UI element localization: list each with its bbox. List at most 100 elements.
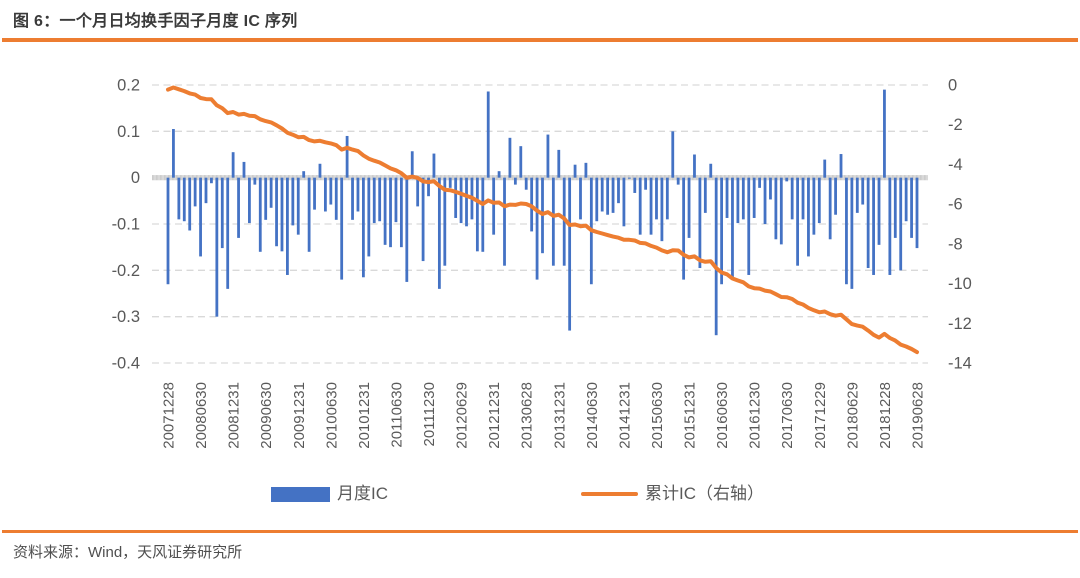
- x-axis-tick-label: 20130628: [519, 382, 536, 449]
- monthly-ic-bar: [220, 177, 224, 249]
- monthly-ic-bar: [481, 177, 485, 252]
- monthly-ic-bar: [286, 177, 289, 275]
- monthly-ic-bar: [709, 163, 713, 178]
- monthly-ic-bar: [774, 177, 778, 240]
- monthly-ic-bar: [367, 177, 371, 257]
- x-axis-tick-label: 20111230: [421, 382, 438, 447]
- x-axis-tick-label: 20101231: [356, 382, 373, 449]
- monthly-ic-bar: [427, 177, 430, 197]
- monthly-ic-bar: [763, 177, 767, 224]
- monthly-ic-bar: [513, 177, 517, 185]
- monthly-ic-bar: [551, 177, 555, 266]
- monthly-ic-bar: [356, 177, 360, 212]
- monthly-ic-bar: [861, 177, 865, 205]
- monthly-ic-bar: [828, 177, 832, 240]
- x-axis-tick-label: 20171229: [812, 382, 829, 449]
- x-axis-tick-label: 20131231: [551, 382, 568, 449]
- monthly-ic-bar: [698, 177, 702, 269]
- monthly-ic-bar: [378, 177, 382, 222]
- right-axis-tick-label: -2: [948, 116, 963, 134]
- left-axis-tick-label: 0.2: [117, 77, 140, 95]
- title-rule: [2, 38, 1078, 42]
- monthly-ic-bar: [204, 177, 208, 204]
- left-axis-tick-label: -0.4: [112, 355, 140, 373]
- monthly-ic-bar: [617, 177, 620, 204]
- monthly-ic-bar: [872, 177, 875, 275]
- monthly-ic-bar: [237, 177, 240, 238]
- monthly-ic-bar: [769, 177, 772, 200]
- x-axis-tick-label: 20151231: [682, 382, 699, 449]
- legend-item-cumulative-ic: 累计IC（右轴）: [581, 483, 764, 505]
- x-axis-tick-label: 20160630: [714, 382, 731, 449]
- bar-series-swatch: [271, 486, 330, 502]
- monthly-ic-bar: [280, 177, 284, 252]
- monthly-ic-bar: [834, 177, 837, 215]
- line-series-swatch: [581, 492, 638, 496]
- monthly-ic-bar: [850, 177, 854, 289]
- right-axis-tick-label: 0: [948, 77, 957, 95]
- monthly-ic-bar: [437, 177, 441, 289]
- monthly-ic-bar: [508, 137, 512, 178]
- monthly-ic-bar: [535, 177, 539, 280]
- monthly-ic-bar: [693, 154, 696, 178]
- monthly-ic-bar: [671, 131, 675, 178]
- monthly-ic-bar: [503, 177, 506, 266]
- x-axis-tick-label: 20100630: [323, 382, 340, 449]
- ic-dual-axis-chart: 0.2 0.1 0 -0.1 -0.2 -0.3 -0.4 0 -2 -4 -6 -8 -10 -12 -1…: [112, 77, 972, 449]
- monthly-ic-bar: [779, 177, 783, 245]
- monthly-ic-bar: [839, 154, 843, 178]
- monthly-ic-bar: [389, 177, 392, 248]
- monthly-ic-bar: [665, 177, 669, 220]
- monthly-ic-bar: [177, 177, 181, 220]
- monthly-ic-bar: [714, 177, 718, 336]
- monthly-ic-bar: [801, 177, 805, 220]
- x-axis-tick-label: 20150630: [649, 382, 666, 449]
- monthly-ic-bar: [416, 177, 420, 207]
- x-axis-tick-label: 20161230: [747, 382, 764, 449]
- monthly-ic-bar: [877, 177, 881, 245]
- monthly-ic-bar: [893, 177, 897, 238]
- monthly-ic-bar: [627, 177, 631, 179]
- monthly-ic-bar: [736, 177, 740, 224]
- footer-rule: [2, 530, 1078, 533]
- monthly-ic-bar: [231, 152, 235, 178]
- left-axis-tick-label: -0.1: [112, 216, 140, 234]
- x-axis-tick-label: 20120629: [454, 382, 471, 449]
- monthly-ic-bar: [307, 177, 311, 252]
- x-axis-tick-label: 20091231: [291, 382, 308, 449]
- monthly-ic-bar: [242, 161, 246, 178]
- left-axis-tick-label: 0: [131, 169, 140, 187]
- monthly-ic-bar: [888, 177, 892, 275]
- monthly-ic-bar: [687, 177, 691, 238]
- monthly-ic-bar: [275, 177, 278, 247]
- monthly-ic-bar: [329, 177, 333, 205]
- chart-legend: 月度IC 累计IC（右轴）: [0, 483, 1080, 509]
- monthly-ic-bar: [611, 177, 615, 213]
- monthly-ic-bar: [676, 177, 680, 185]
- monthly-ic-bar: [845, 177, 848, 285]
- monthly-ic-bar: [562, 177, 566, 266]
- monthly-ic-bar: [557, 149, 561, 178]
- monthly-ic-bar: [486, 91, 490, 178]
- x-axis-tick-label: 20080630: [193, 382, 210, 449]
- monthly-ic-bar: [915, 177, 919, 249]
- monthly-ic-bar: [899, 177, 903, 271]
- monthly-ic-bar: [682, 177, 686, 280]
- monthly-ic-bar: [340, 177, 344, 280]
- monthly-ic-bar: [519, 146, 523, 178]
- monthly-ic-bar: [394, 177, 398, 223]
- x-axis-tick-label: 20190628: [910, 382, 927, 449]
- x-axis-tick-label: 20181228: [877, 382, 894, 449]
- monthly-ic-bar: [725, 177, 729, 218]
- monthly-ic-bar: [296, 177, 300, 235]
- monthly-ic-bar: [459, 177, 463, 224]
- monthly-ic-bar: [524, 177, 528, 190]
- monthly-ic-bar: [313, 177, 316, 210]
- x-axis-tick-label: 20180629: [844, 382, 861, 449]
- monthly-ic-bar: [302, 171, 306, 178]
- monthly-ic-bar: [199, 177, 202, 257]
- monthly-ic-bar: [253, 177, 257, 185]
- monthly-ic-bar: [269, 177, 273, 208]
- monthly-ic-bar: [823, 159, 827, 178]
- x-axis-tick-label: 20071228: [161, 382, 178, 449]
